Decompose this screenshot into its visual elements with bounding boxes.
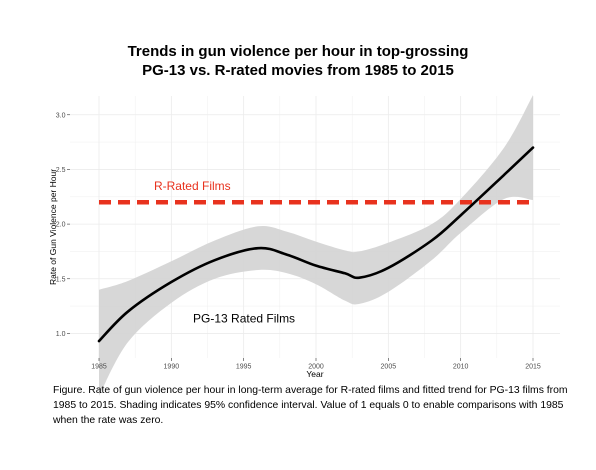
figure-caption: Figure. Rate of gun violence per hour in… bbox=[53, 385, 568, 426]
y-tick-label: 3.0 bbox=[56, 112, 66, 119]
x-tick-label: 1985 bbox=[91, 364, 107, 371]
chart-title-line-2: PG-13 vs. R-rated movies from 1985 to 20… bbox=[142, 62, 454, 79]
x-tick-label: 2010 bbox=[453, 364, 469, 371]
x-tick-label: 2005 bbox=[381, 364, 397, 371]
x-tick-label: 1995 bbox=[236, 364, 252, 371]
chart-title: Trends in gun violence per hour in top-g… bbox=[0, 42, 596, 80]
annotation-r-rated: R-Rated Films bbox=[154, 179, 231, 193]
x-tick-label: 2015 bbox=[525, 364, 541, 371]
chart-title-line-1: Trends in gun violence per hour in top-g… bbox=[127, 43, 469, 60]
y-tick-label: 2.0 bbox=[56, 222, 66, 229]
series-pg13-line bbox=[97, 146, 535, 343]
x-axis-title: Year bbox=[306, 369, 323, 379]
annotation-pg13: PG-13 Rated Films bbox=[193, 312, 295, 326]
x-tick-label: 2000 bbox=[308, 364, 324, 371]
y-tick-label: 1.5 bbox=[56, 276, 66, 283]
x-tick-label: 1990 bbox=[164, 364, 180, 371]
y-tick-label: 1.0 bbox=[56, 331, 66, 338]
y-axis-title: Rate of Gun Violence per Hour bbox=[48, 169, 58, 285]
axis-ticks: 1985 1990 1995 2000 2005 2010 2015 1.0 1.5 2.0 2.5… bbox=[56, 112, 541, 370]
y-tick-label: 2.5 bbox=[56, 167, 66, 174]
confidence-band bbox=[99, 95, 533, 396]
